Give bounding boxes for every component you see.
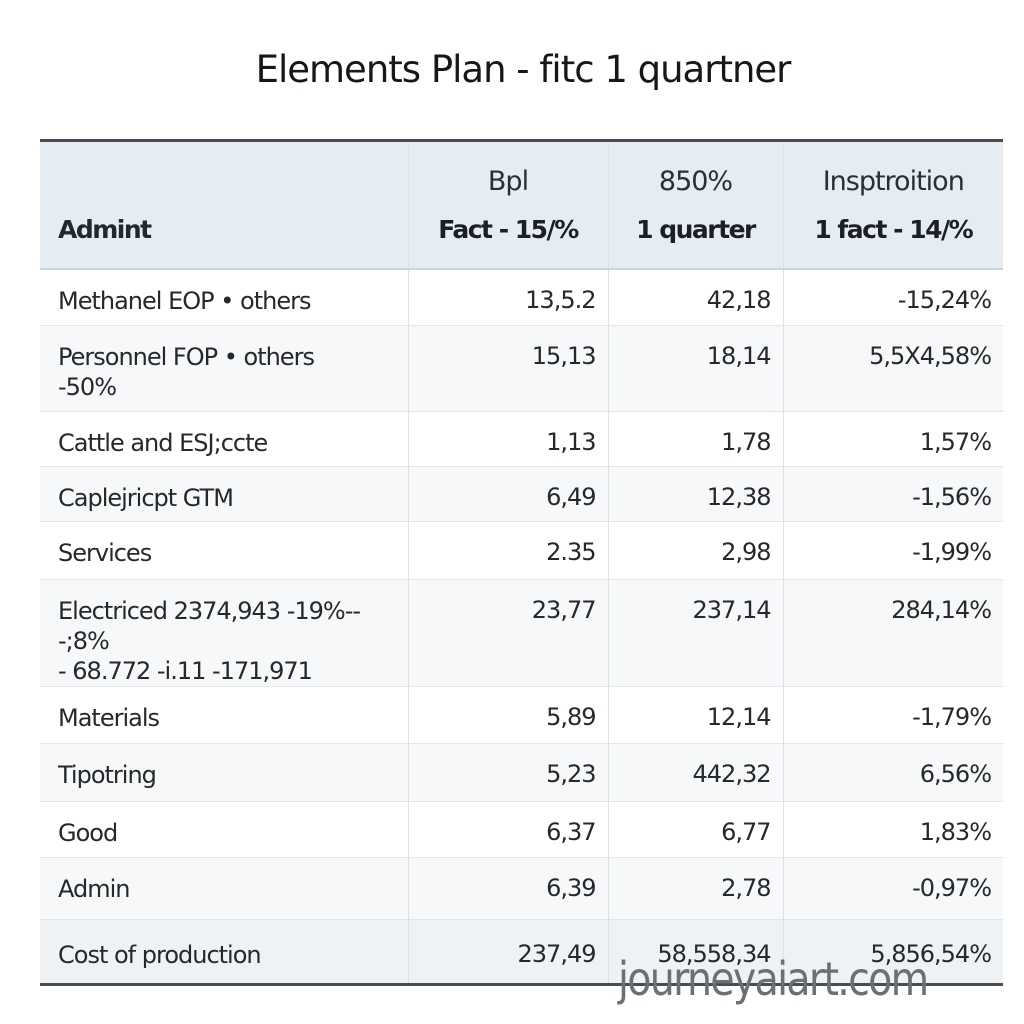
row-value-col-3: 5,5X4,58%	[782, 325, 1003, 411]
header-row: Admint Bpl Fact - 15/% 850% 1 quarter In…	[40, 142, 1003, 269]
header-label: Admint	[58, 214, 152, 244]
row-value-col-2: 1,78	[607, 411, 783, 466]
row-value-col-3: 1,83%	[782, 801, 1003, 857]
row-value-col-3: -15,24%	[782, 269, 1003, 325]
row-value-col-2: 42,18	[607, 269, 783, 325]
row-label: Services	[40, 521, 408, 579]
row-value-col-1: 23,77	[407, 579, 608, 686]
row-label-text: Good	[58, 818, 118, 847]
row-label-text: Electriced 2374,943 -19%-- -;8%	[58, 596, 361, 655]
data-table: Admint Bpl Fact - 15/% 850% 1 quarter In…	[40, 142, 1003, 983]
row-label: Personnel FOP • others -50%	[40, 325, 408, 411]
table-body: Methanel EOP • others 13,5.2 42,18 -15,2…	[40, 269, 1003, 983]
row-label: Tipotring	[40, 743, 408, 801]
table-row: Caplejricpt GTM 6,49 12,38 -1,56%	[40, 466, 1003, 521]
row-value-col-2: 2,98	[607, 521, 783, 579]
row-value-col-3: -1,56%	[782, 466, 1003, 521]
row-label-text: Cattle and ESJ;ccte	[58, 428, 268, 457]
row-value-col-1: 6,37	[407, 801, 608, 857]
table-header: Admint Bpl Fact - 15/% 850% 1 quarter In…	[40, 142, 1003, 269]
row-label: Electriced 2374,943 -19%-- -;8% - 68.772…	[40, 579, 408, 686]
row-value-col-3: -1,79%	[782, 686, 1003, 743]
table-row: Good 6,37 6,77 1,83%	[40, 801, 1003, 857]
table-row: Methanel EOP • others 13,5.2 42,18 -15,2…	[40, 269, 1003, 325]
table-row: Personnel FOP • others -50% 15,13 18,14 …	[40, 325, 1003, 411]
watermark: journeyaiart.com	[618, 952, 929, 1006]
header-col-1-bottom: Fact - 15/%	[438, 215, 579, 244]
row-label: Methanel EOP • others	[40, 269, 408, 325]
row-value-col-1: 15,13	[407, 325, 608, 411]
row-label-text: Methanel EOP • others	[58, 287, 311, 315]
row-label: Cattle and ESJ;ccte	[40, 411, 408, 466]
table-row: Materials 5,89 12,14 -1,79%	[40, 686, 1003, 743]
total-row: Cost of production 237,49 58,558,34 5,85…	[40, 919, 1003, 983]
row-label-text: Materials	[58, 703, 160, 732]
row-label: Good	[40, 801, 408, 857]
row-value-col-3: -0,97%	[782, 857, 1003, 919]
table-row: Cattle and ESJ;ccte 1,13 1,78 1,57%	[40, 411, 1003, 466]
header-col-2: 850% 1 quarter	[607, 142, 783, 269]
row-value-col-1: 2.35	[407, 521, 608, 579]
row-value-col-1: 1,13	[407, 411, 608, 466]
row-value-col-2: 6,77	[607, 801, 783, 857]
table-row: Tipotring 5,23 442,32 6,56%	[40, 743, 1003, 801]
row-label-text: Services	[58, 538, 152, 567]
row-value-col-3: 6,56%	[782, 743, 1003, 801]
row-value-col-3: 284,14%	[782, 579, 1003, 686]
row-label-subtext: -50%	[58, 372, 117, 401]
header-col-2-bottom: 1 quarter	[636, 215, 756, 244]
table-row: Admin 6,39 2,78 -0,97%	[40, 857, 1003, 919]
table-row: Services 2.35 2,98 -1,99%	[40, 521, 1003, 579]
total-value-col-1: 237,49	[407, 919, 608, 983]
row-label: Caplejricpt GTM	[40, 466, 408, 521]
row-value-col-2: 2,78	[607, 857, 783, 919]
total-value-col-3: 5,856,54%	[782, 919, 1003, 983]
cost-elements-table: Admint Bpl Fact - 15/% 850% 1 quarter In…	[40, 139, 1003, 986]
header-col-1-top: Bpl	[487, 166, 529, 197]
row-value-col-1: 6,49	[407, 466, 608, 521]
row-label-text: Admin	[58, 874, 130, 903]
row-label-text: Tipotring	[58, 760, 157, 789]
row-value-col-1: 6,39	[407, 857, 608, 919]
row-value-col-2: 442,32	[607, 743, 783, 801]
page-title: Elements Plan - fitc 1 quartner	[255, 48, 792, 91]
row-label: Admin	[40, 857, 408, 919]
row-value-col-3: 1,57%	[782, 411, 1003, 466]
header-col-1: Bpl Fact - 15/%	[407, 142, 608, 269]
header-col-3: Insptroition 1 fact - 14/%	[782, 142, 1003, 269]
table-row: Electriced 2374,943 -19%-- -;8% - 68.772…	[40, 579, 1003, 686]
total-value-col-2: 58,558,34	[607, 919, 783, 983]
row-value-col-2: 12,38	[607, 466, 783, 521]
header-col-3-bottom: 1 fact - 14/%	[814, 215, 973, 244]
row-value-col-2: 18,14	[607, 325, 783, 411]
row-value-col-3: -1,99%	[782, 521, 1003, 579]
header-col-2-top: 850%	[658, 166, 733, 197]
total-label: Cost of production	[58, 940, 262, 969]
row-value-col-1: 5,89	[407, 686, 608, 743]
row-label-text: Caplejricpt GTM	[58, 483, 234, 512]
row-value-col-2: 237,14	[607, 579, 783, 686]
row-value-col-1: 13,5.2	[407, 269, 608, 325]
row-value-col-2: 12,14	[607, 686, 783, 743]
header-col-3-top: Insptroition	[822, 166, 965, 197]
row-label: Materials	[40, 686, 408, 743]
row-label-text: Personnel FOP • others	[58, 342, 315, 371]
row-value-col-1: 5,23	[407, 743, 608, 801]
row-label-subtext: - 68.772 -i.11 -171,971	[58, 656, 313, 685]
